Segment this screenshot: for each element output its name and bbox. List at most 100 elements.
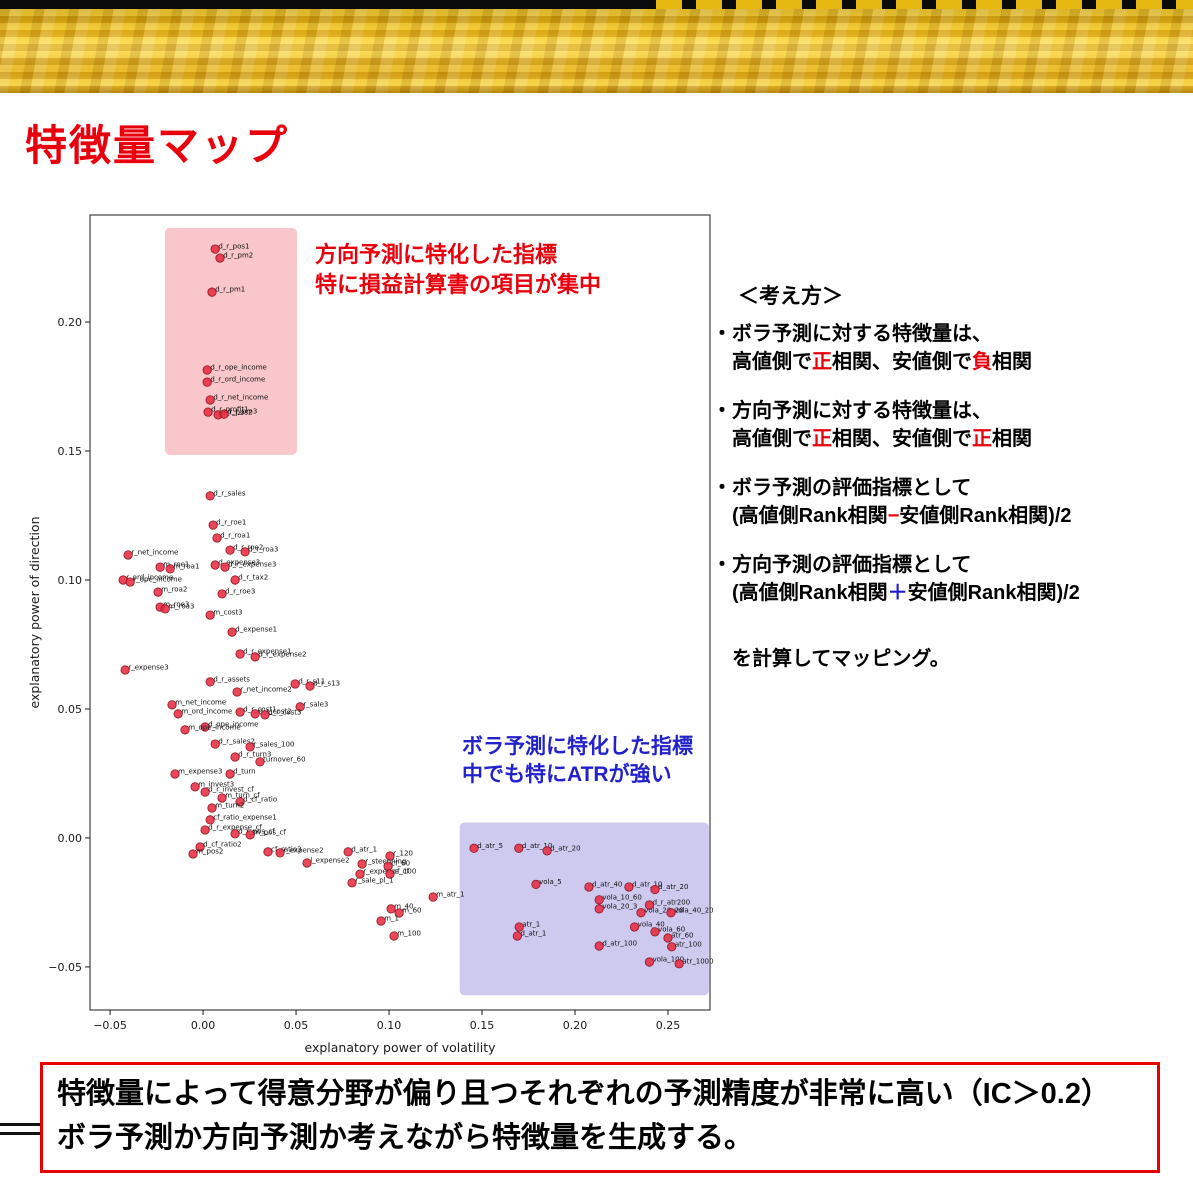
direction-region xyxy=(164,227,297,455)
data-point-label: r_net_income xyxy=(131,548,178,556)
data-point-label: d_atr_20 xyxy=(550,844,580,852)
data-point xyxy=(674,959,684,969)
data-point xyxy=(180,725,190,735)
data-point-label: m_pos_cf xyxy=(253,828,286,836)
data-point xyxy=(386,904,396,914)
data-point xyxy=(624,882,634,892)
data-point-label: d_atr_5 xyxy=(477,842,503,850)
data-point-label: d_cf_ratio xyxy=(243,795,277,803)
data-point-label: d_r_expense3 xyxy=(228,561,276,569)
data-point-label: vola_10_60 xyxy=(602,893,641,901)
data-point xyxy=(263,847,273,857)
x-tick-label: 0.10 xyxy=(377,1019,402,1032)
data-point-label: d_r_s13 xyxy=(313,680,340,688)
data-point xyxy=(202,377,212,387)
explanation-line: ・ボラ予測に対する特徴量は、 xyxy=(712,323,992,345)
data-point-label: d_r_cost3 xyxy=(268,708,301,716)
data-point xyxy=(255,757,265,767)
data-point xyxy=(160,604,170,614)
conclusion-box: 特徴量によって得意分野が偏り且つそれぞれの予測精度が非常に高い（IC＞0.2） ボ… xyxy=(40,1062,1160,1173)
data-point-label: d_r_invest_cf xyxy=(208,786,254,794)
data-point-label: vola_5 xyxy=(539,878,562,886)
data-point-label: r_steepning xyxy=(365,858,406,866)
data-point-label: l_expense2 xyxy=(310,856,349,864)
data-point-label: d_r_expense2 xyxy=(258,650,306,658)
data-point xyxy=(123,550,133,560)
explanation-line: ・ボラ予測の評価指標として xyxy=(712,477,972,499)
data-point xyxy=(227,627,237,637)
data-point xyxy=(167,700,177,710)
data-point xyxy=(200,787,210,797)
data-point xyxy=(200,722,210,732)
data-point xyxy=(343,847,353,857)
y-tick-label: 0.15 xyxy=(58,445,83,458)
explanation-bullet: ・方向予測に対する特徴量は、 高値側で正相関、安値側で正相関 xyxy=(712,397,1187,453)
y-tick-label: 0.00 xyxy=(58,832,83,845)
x-tick-label: 0.15 xyxy=(470,1019,495,1032)
data-point-label: d_r_roa3 xyxy=(248,545,278,553)
data-point-label: r_expense3 xyxy=(128,664,168,672)
data-point-label: d_r_net_income xyxy=(213,393,268,401)
data-point xyxy=(210,560,220,570)
data-point-label: d_r_cost1 xyxy=(243,706,276,714)
data-point xyxy=(205,395,215,405)
explanation-line: (高値側Rank相関＋安値側Rank相関)/2 xyxy=(712,582,1080,604)
data-point-label: m_atr_1 xyxy=(436,891,464,899)
data-point xyxy=(170,769,180,779)
y-tick-label: 0.05 xyxy=(58,703,83,716)
explanation-bullet: を計算してマッピング。 xyxy=(712,645,1187,673)
data-point xyxy=(235,797,245,807)
x-tick-label: −0.05 xyxy=(93,1019,127,1032)
data-point xyxy=(355,869,365,879)
data-point xyxy=(394,908,404,918)
data-point-label: r_ope_income xyxy=(133,576,182,584)
data-point xyxy=(232,687,242,697)
data-point-label: m_invest3 xyxy=(198,780,234,788)
data-point-label: d_cf_ratio2 xyxy=(203,840,241,848)
volatility-annotation-line: ボラ予測に特化した指標 xyxy=(462,735,693,758)
y-tick-label: 0.20 xyxy=(58,316,83,329)
conclusion-line: 特徴量によって得意分野が偏り且つそれぞれの予測精度が非常に高い（IC＞0.2） xyxy=(57,1078,1110,1110)
y-axis-label: explanatory power of direction xyxy=(27,517,42,709)
data-point xyxy=(125,577,135,587)
data-point xyxy=(212,533,222,543)
data-point-label: vola_60 xyxy=(658,925,685,933)
data-point-label: d_atr_20 xyxy=(658,883,688,891)
data-point xyxy=(305,681,315,691)
data-point xyxy=(202,365,212,375)
data-point-label: d_r_ord_income xyxy=(210,376,265,384)
data-point-label: cf_ratio_expense1 xyxy=(213,813,276,821)
data-point-label: r_ord_income xyxy=(126,573,173,581)
data-point xyxy=(230,575,240,585)
explanation-bullet: ・方向予測の評価指標として (高値側Rank相関＋安値側Rank相関)/2 xyxy=(712,551,1187,607)
data-point-label: atr_100 xyxy=(675,940,702,948)
data-point xyxy=(230,829,240,839)
data-point xyxy=(666,908,676,918)
explanation-panel: ＜考え方＞ ・ボラ予測に対する特徴量は、 高値側で正相関、安値側で負相関 ・方向予… xyxy=(712,280,1187,694)
data-point-label: d_r_roe2 xyxy=(233,544,263,552)
data-point xyxy=(210,244,220,254)
data-point xyxy=(205,610,215,620)
data-point xyxy=(290,679,300,689)
data-point-label: m_net_income xyxy=(175,698,226,706)
explanation-line: ・方向予測の評価指標として xyxy=(712,554,972,576)
data-point-label: m_roa2 xyxy=(161,586,187,594)
data-point xyxy=(190,782,200,792)
banner xyxy=(0,0,1193,97)
data-point xyxy=(302,858,312,868)
data-point xyxy=(219,409,229,419)
data-point-label: d_r_pos_cf xyxy=(238,827,275,835)
data-point xyxy=(636,908,646,918)
data-point-label: atr_1 xyxy=(522,920,540,928)
data-point xyxy=(250,652,260,662)
data-point xyxy=(594,904,604,914)
data-point xyxy=(245,742,255,752)
volatility-annotation: ボラ予測に特化した指標 中でも特にATRが強い xyxy=(462,733,693,790)
data-point xyxy=(203,407,213,417)
data-point-label: r_120 xyxy=(393,850,413,858)
x-axis-label: explanatory power of volatility xyxy=(304,1040,496,1055)
data-point-label: r_net_income2 xyxy=(240,685,291,693)
data-point xyxy=(225,545,235,555)
data-point xyxy=(667,942,677,952)
